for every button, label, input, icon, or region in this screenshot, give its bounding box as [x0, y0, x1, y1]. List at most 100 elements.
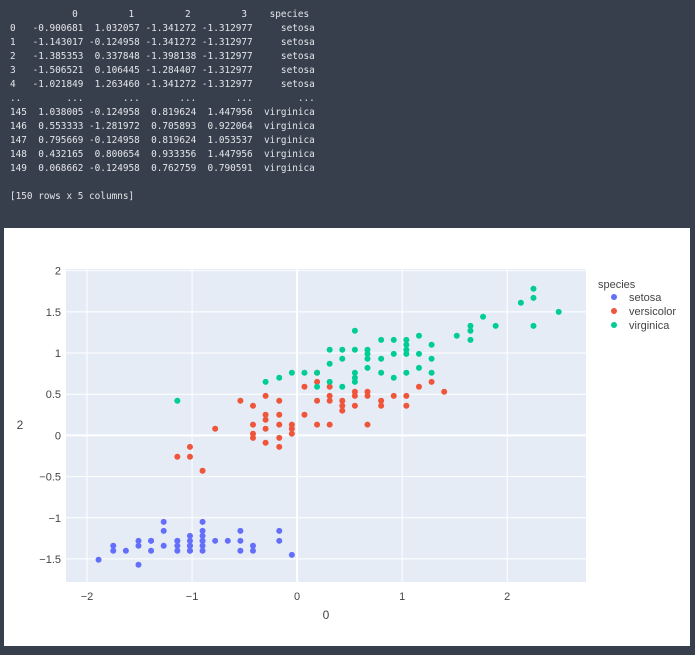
plot-area-background [66, 269, 586, 582]
data-point-virginica [403, 341, 410, 348]
data-point-virginica [351, 327, 358, 334]
data-point-setosa [199, 542, 206, 549]
y-tick-label: −1.5 [39, 554, 61, 566]
data-point-setosa [186, 542, 193, 549]
data-point-versicolor [186, 443, 193, 450]
legend-item-setosa[interactable]: setosa [611, 292, 662, 304]
axis-ticks: −2 −1 0 1 2 −1.5 −1 −0.5 0 0.5 1 1.5 2 [39, 266, 510, 603]
data-point-virginica [174, 397, 181, 404]
data-point-setosa [135, 561, 142, 568]
data-point-versicolor [249, 434, 256, 441]
data-point-virginica [351, 378, 358, 385]
data-point-versicolor [276, 434, 283, 441]
data-point-versicolor [314, 397, 321, 404]
data-point-virginica [453, 332, 460, 339]
x-tick-label: 1 [399, 591, 405, 603]
data-point-virginica [428, 355, 435, 362]
legend[interactable]: species setosa versicolor virginica [598, 279, 676, 332]
series-versicolor [174, 369, 448, 474]
data-point-setosa [224, 537, 231, 544]
legend-title: species [598, 279, 636, 291]
data-point-versicolor [186, 453, 193, 460]
series-virginica [174, 285, 562, 404]
data-point-versicolor [326, 397, 333, 404]
series-setosa [95, 518, 295, 568]
data-point-versicolor [364, 421, 371, 428]
y-axis-title: 2 [17, 418, 24, 432]
data-point-setosa [276, 527, 283, 534]
data-point-versicolor [301, 383, 308, 390]
data-point-setosa [135, 537, 142, 544]
legend-item-versicolor[interactable]: versicolor [611, 306, 676, 318]
data-point-setosa [199, 532, 206, 539]
data-point-versicolor [276, 443, 283, 450]
data-point-setosa [122, 547, 129, 554]
data-point-setosa [237, 547, 244, 554]
data-point-setosa [148, 537, 155, 544]
legend-marker-versicolor [611, 308, 617, 314]
data-point-setosa [160, 527, 167, 534]
data-point-versicolor [276, 397, 283, 404]
data-point-versicolor [262, 416, 269, 423]
dataframe-output: 0 1 2 3 species 0 -0.900681 1.032057 -1.… [10, 9, 315, 174]
data-point-versicolor [249, 421, 256, 428]
data-point-virginica [326, 378, 333, 385]
legend-marker-virginica [611, 322, 617, 328]
data-point-virginica [314, 383, 321, 390]
data-point-virginica [339, 346, 346, 353]
data-point-setosa [148, 547, 155, 554]
data-point-setosa [199, 527, 206, 534]
x-tick-label: −2 [81, 591, 94, 603]
data-point-setosa [237, 537, 244, 544]
legend-label-versicolor: versicolor [629, 306, 676, 318]
data-point-versicolor [249, 430, 256, 437]
data-point-versicolor [314, 378, 321, 385]
data-point-setosa [110, 542, 117, 549]
data-point-virginica [555, 308, 562, 315]
grid-lines [66, 269, 586, 582]
data-point-setosa [186, 547, 193, 554]
data-point-setosa [160, 542, 167, 549]
data-point-virginica [301, 369, 308, 376]
data-point-versicolor [288, 421, 295, 428]
x-tick-label: 2 [504, 591, 510, 603]
data-point-virginica [262, 378, 269, 385]
data-point-versicolor [249, 402, 256, 409]
dataframe-shape-summary: [150 rows x 5 columns] [10, 191, 135, 202]
data-point-virginica [467, 327, 474, 334]
data-point-versicolor [428, 378, 435, 385]
data-point-virginica [339, 383, 346, 390]
data-point-setosa [199, 537, 206, 544]
x-axis-title: 0 [323, 608, 330, 622]
data-point-virginica [364, 346, 371, 353]
data-point-setosa [174, 542, 181, 549]
data-point-virginica [390, 336, 397, 343]
data-point-versicolor [339, 407, 346, 414]
data-point-versicolor [390, 392, 397, 399]
data-point-versicolor [326, 383, 333, 390]
data-point-virginica [276, 374, 283, 381]
data-point-versicolor [301, 411, 308, 418]
data-point-versicolor [276, 411, 283, 418]
data-point-virginica [467, 322, 474, 329]
data-point-versicolor [364, 388, 371, 395]
legend-item-virginica[interactable]: virginica [611, 320, 670, 332]
data-point-versicolor [351, 392, 358, 399]
data-point-virginica [480, 313, 487, 320]
data-point-virginica [288, 369, 295, 376]
data-point-setosa [135, 542, 142, 549]
data-point-versicolor [314, 421, 321, 428]
y-tick-label: −0.5 [39, 472, 61, 484]
data-point-versicolor [288, 425, 295, 432]
data-point-setosa [186, 532, 193, 539]
console-output: 0 1 2 3 species 0 -0.900681 1.032057 -1.… [0, 0, 695, 226]
data-point-virginica [314, 369, 321, 376]
data-point-virginica [492, 322, 499, 329]
y-tick-label: 0 [55, 430, 61, 442]
data-point-setosa [199, 518, 206, 525]
scatter-plot: −2 −1 0 1 2 −1.5 −1 −0.5 0 0.5 1 1.5 2 0 2 species s… [17, 266, 677, 622]
data-point-setosa [174, 547, 181, 554]
data-point-versicolor [262, 425, 269, 432]
data-point-virginica [415, 332, 422, 339]
data-points [95, 285, 562, 568]
